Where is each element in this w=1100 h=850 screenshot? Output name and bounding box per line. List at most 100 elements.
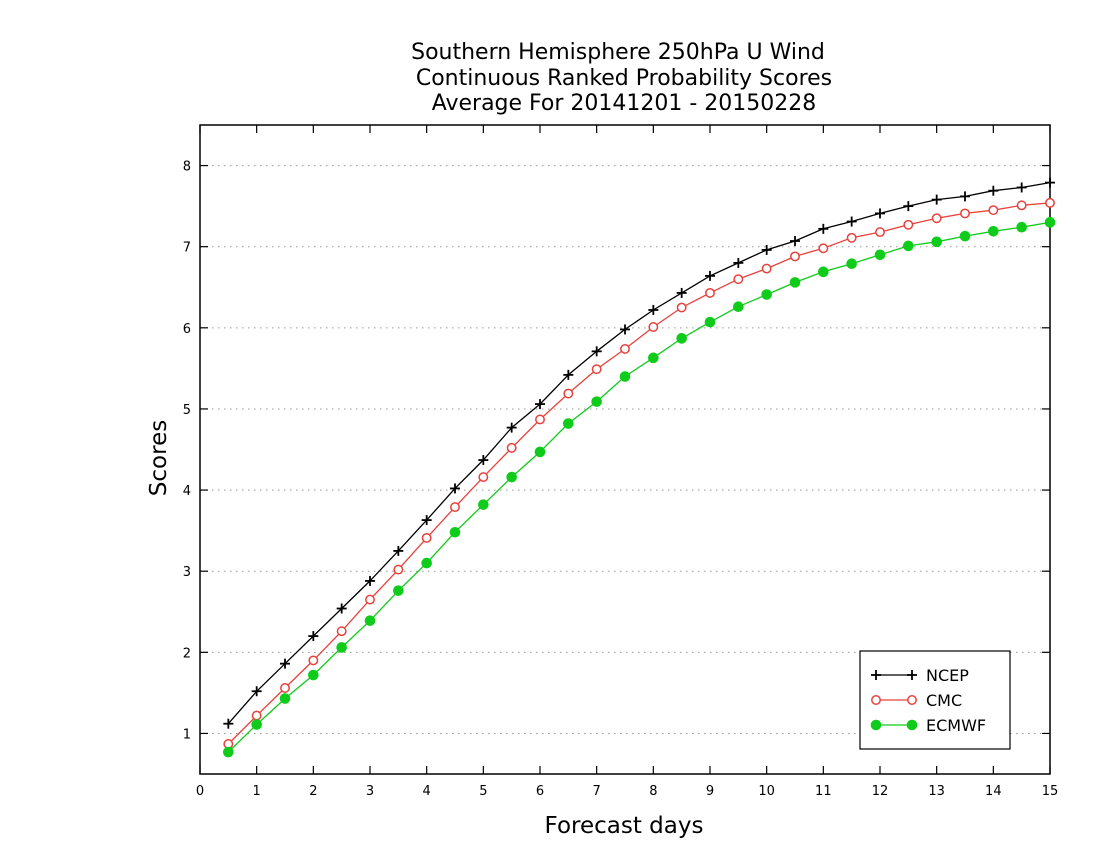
point-ecmwf — [846, 258, 857, 270]
point-cmc — [790, 251, 800, 262]
point-cmc — [761, 263, 772, 274]
x-tick-label: 9 — [706, 784, 714, 799]
point-ecmwf — [1044, 217, 1056, 228]
point-ncep — [705, 270, 715, 281]
point-ecmwf — [761, 289, 772, 300]
point-ncep — [506, 422, 517, 433]
point-ncep — [591, 346, 602, 357]
point-ecmwf — [279, 693, 291, 704]
point-ncep — [988, 185, 999, 196]
point-ncep — [308, 631, 319, 642]
point-cmc — [705, 287, 715, 298]
x-tick-label: 1 — [253, 784, 261, 799]
point-ncep — [761, 244, 772, 255]
x-tick-label: 8 — [649, 784, 657, 799]
x-tick-label: 4 — [423, 784, 431, 799]
legend-item-ecmwf: ECMWF — [870, 716, 986, 735]
point-ncep — [846, 216, 857, 227]
x-tick-label: 11 — [815, 784, 832, 799]
legend-label-ncep: NCEP — [926, 666, 969, 685]
point-ncep — [818, 223, 829, 234]
x-tick-label: 5 — [479, 784, 487, 799]
series-group — [223, 177, 1056, 758]
y-tick-label: 4 — [183, 484, 191, 499]
point-ecmwf — [648, 352, 659, 364]
legend-marker-cmc — [871, 695, 881, 705]
point-cmc — [365, 594, 375, 605]
point-ecmwf — [563, 418, 574, 429]
point-cmc — [393, 564, 404, 575]
point-ecmwf — [506, 471, 517, 483]
point-ncep — [676, 287, 687, 298]
point-ncep — [365, 575, 375, 586]
x-tick-label: 2 — [309, 784, 317, 799]
x-tick-label: 6 — [536, 784, 544, 799]
point-cmc — [676, 302, 687, 313]
point-ecmwf — [903, 240, 914, 252]
legend-item-ncep: NCEP — [871, 666, 969, 685]
chart-title-line-2: Continuous Ranked Probability Scores — [416, 66, 832, 91]
point-ncep — [903, 201, 914, 212]
legend-marker-ecmwf — [906, 719, 918, 731]
point-ncep — [563, 369, 574, 380]
point-cmc — [251, 710, 262, 721]
point-ncep — [450, 483, 460, 494]
point-cmc — [1016, 200, 1027, 211]
point-cmc — [931, 213, 942, 224]
y-tick-label: 5 — [183, 403, 191, 418]
series-cmc — [223, 197, 1055, 749]
x-tick-label: 10 — [758, 784, 775, 799]
point-ecmwf — [449, 526, 461, 538]
point-cmc — [903, 219, 914, 230]
point-cmc — [506, 442, 517, 453]
grid — [200, 165, 1050, 734]
series-line-ncep — [227, 181, 1051, 725]
point-ncep — [620, 324, 630, 335]
y-axis-label: Scores — [146, 420, 172, 496]
x-tick-label: 13 — [928, 784, 945, 799]
point-ncep — [960, 191, 970, 202]
legend: NCEP CMC ECMWF — [859, 650, 1011, 750]
x-tick-label: 0 — [196, 784, 204, 799]
point-ecmwf — [1016, 221, 1027, 233]
point-cmc — [308, 655, 319, 666]
point-ncep — [733, 257, 744, 268]
legend-label-cmc: CMC — [926, 691, 962, 710]
point-cmc — [988, 205, 999, 216]
point-cmc — [450, 502, 460, 513]
point-ecmwf — [534, 446, 546, 458]
point-ecmwf — [704, 316, 716, 328]
point-cmc — [960, 208, 970, 219]
legend-item-cmc: CMC — [871, 691, 962, 710]
point-ncep — [875, 208, 885, 219]
legend-marker-ncep — [907, 670, 917, 680]
point-ecmwf — [364, 615, 376, 626]
point-ncep — [478, 455, 489, 466]
point-cmc — [818, 243, 829, 254]
point-ncep — [535, 399, 545, 410]
point-ecmwf — [421, 557, 432, 569]
point-ecmwf — [591, 396, 602, 407]
legend-label-ecmwf: ECMWF — [926, 716, 986, 735]
point-cmc — [478, 472, 489, 483]
point-ncep — [251, 686, 262, 697]
x-tick-label: 7 — [593, 784, 601, 799]
point-ncep — [1016, 182, 1027, 193]
point-ecmwf — [676, 333, 687, 344]
point-ecmwf — [619, 371, 631, 382]
x-tick-label: 14 — [985, 784, 1002, 799]
x-tick-label: 12 — [872, 784, 889, 799]
point-ncep — [421, 515, 432, 526]
point-ecmwf — [251, 719, 262, 730]
y-tick-label: 3 — [183, 565, 191, 580]
x-tick-label: 3 — [366, 784, 374, 799]
y-tick-label: 7 — [183, 241, 191, 256]
point-ecmwf — [931, 236, 942, 248]
point-cmc — [280, 683, 290, 693]
point-cmc — [421, 532, 432, 543]
point-cmc — [535, 414, 545, 425]
point-ecmwf — [478, 499, 489, 510]
y-tick-label: 8 — [183, 160, 191, 175]
legend-marker-ncep — [871, 670, 881, 680]
